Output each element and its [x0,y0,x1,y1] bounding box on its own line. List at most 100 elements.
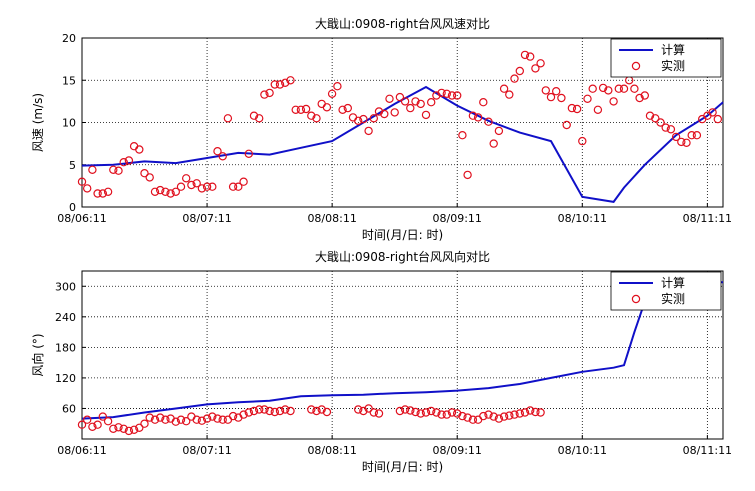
panel2-x-tick-label: 08/10:11 [558,444,607,457]
panel1-measured-point [494,126,504,136]
panel1-x-tick-label: 08/09:11 [433,212,482,225]
panel2-measured-point [442,410,451,419]
panel1-measured-point [260,90,269,99]
panel2-x-tick-label: 08/06:11 [57,444,106,457]
panel2-measured-point [531,407,540,417]
panel1-measured-point [395,92,405,102]
panel1-measured-point [286,76,295,85]
panel1-measured-point [312,114,321,123]
panel2-y-tick-label: 240 [55,311,76,324]
panel2-measured-point [479,411,488,421]
panel2-y-tick-label: 60 [62,402,76,415]
panel1-measured-point [181,174,191,183]
panel2-measured-point [406,406,415,415]
panel2-measured-point [312,406,321,416]
panel1-measured-point [515,66,525,76]
panel2-measured-point [239,410,248,419]
panel1-measured-point [598,83,608,93]
panel1-y-tick-label: 15 [62,74,76,87]
panel2-measured-point [260,405,269,414]
panel2-measured-point [171,417,180,426]
panel1-measured-point [291,105,300,115]
panel1-measured-point [630,84,639,93]
panel2-measured-point [228,411,238,421]
panel1-x-tick-label: 08/08:11 [307,212,356,225]
panel1-measured-point [692,130,702,140]
panel1-measured-point [223,114,233,123]
panel1-measured-point [447,91,457,100]
panel1-series-computed-line [81,85,724,203]
panel2-chart-title: 大戢山:0908-right台风风向对比 [315,249,490,264]
panel1-measured-point [239,177,248,186]
panel2-measured-point [155,413,165,422]
panel1-measured-point [77,177,87,186]
panel1-measured-point [166,189,175,198]
panel1-measured-point [390,108,399,117]
panel2-measured-point [494,414,504,423]
panel1-measured-point [578,136,587,146]
panel2-measured-point [124,426,134,436]
panel1-measured-point [354,116,363,126]
panel2-measured-point [468,415,478,424]
panel2-measured-point [270,407,279,417]
panel1-measured-point [275,80,285,89]
panel2-measured-point [275,406,285,416]
panel1-measured-point [369,114,378,123]
panel2-measured-point [135,423,144,432]
panel1-measured-point [171,187,180,196]
panel2-measured-point [255,405,264,414]
panel2-measured-point [93,420,102,429]
panel2-measured-point [109,424,118,433]
panel2-measured-point [421,408,431,417]
panel2-measured-point [416,409,425,418]
panel1-measured-point [208,182,217,191]
panel2-measured-point [520,408,530,417]
panel1-measured-point [385,94,394,104]
panel1-measured-point [270,80,279,89]
panel2-legend [610,271,722,311]
panel2-measured-point [447,408,457,417]
panel2-plot-frame [81,270,724,440]
panel1-measured-point [421,110,431,120]
panel2-measured-point [526,406,535,415]
panel1-measured-point [458,130,467,140]
panel1-measured-point [380,109,389,119]
panel2-measured-point [114,423,123,432]
panel2-measured-point [453,409,462,418]
panel1-measured-point [453,91,462,100]
panel2-legend-label-computed: 计算 [661,275,685,290]
panel1-measured-point [489,139,498,148]
panel1-measured-point [228,182,238,191]
panel1-measured-point [473,113,483,122]
panel1-measured-point [327,89,337,99]
panel2-y-tick-label: 120 [55,372,76,385]
panel2-measured-point [359,406,368,416]
panel2-measured-point [192,415,201,424]
panel2-measured-point [197,416,207,425]
panel1-measured-point [155,185,165,195]
panel1-measured-point [437,88,446,98]
panel1-measured-point [82,184,92,193]
panel1-x-axis-label: 时间(月/日: 时) [362,228,443,242]
panel2-measured-point [202,414,212,423]
panel1-measured-point [322,103,332,112]
panel1-measured-point [98,189,108,198]
panel1-measured-point [145,173,154,182]
panel1-measured-point [557,93,566,103]
panel2-x-tick-label: 08/07:11 [182,444,231,457]
panel1-measured-point [635,93,644,103]
panel2-measured-point [536,408,545,417]
panel1-y-tick-label: 0 [69,201,76,214]
panel2-measured-point [150,415,160,424]
panel2-y-axis-label: 风向 (°) [30,333,45,376]
panel1-measured-point [249,111,259,120]
panel2-measured-point [395,406,405,416]
panel1-measured-point [218,152,227,161]
panel1-measured-point [255,114,264,123]
panel1-measured-point [301,104,311,114]
panel2-measured-point [181,417,191,426]
panel1-measured-point [484,117,493,126]
panel1-measured-point [546,92,556,102]
panel1-measured-point [468,111,478,120]
panel1-measured-point [202,182,212,191]
